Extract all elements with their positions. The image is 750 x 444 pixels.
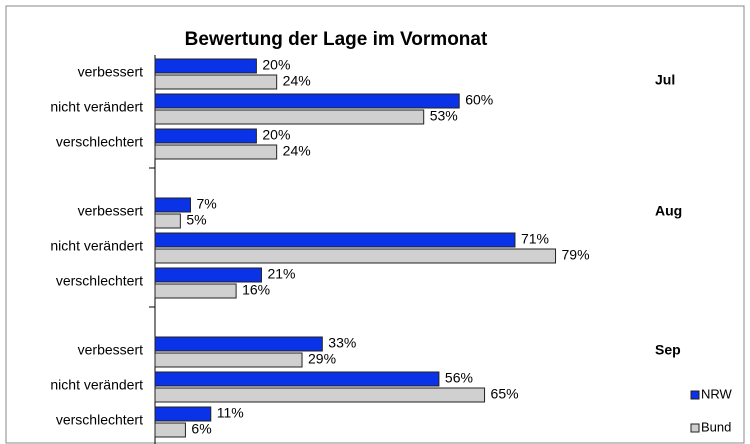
bar xyxy=(154,109,425,125)
value-label: 24% xyxy=(283,73,311,89)
value-label: 20% xyxy=(262,127,290,143)
legend-swatch xyxy=(690,390,700,400)
chart-title: Bewertung der Lage im Vormonat xyxy=(185,29,488,50)
value-label: 29% xyxy=(308,351,336,367)
bar xyxy=(154,74,278,90)
legend-label: NRW xyxy=(701,386,733,401)
value-label: 20% xyxy=(262,57,290,73)
category-label: verschlechtert xyxy=(56,412,143,428)
value-label: 5% xyxy=(186,212,206,228)
category-label: verschlechtert xyxy=(56,273,143,289)
value-label: 79% xyxy=(562,247,590,263)
value-label: 65% xyxy=(491,386,519,402)
value-label: 53% xyxy=(430,108,458,124)
value-label: 11% xyxy=(217,405,244,421)
bar xyxy=(154,213,181,229)
category-label: nicht verändert xyxy=(50,99,143,115)
bar xyxy=(154,336,323,352)
category-label: verbessert xyxy=(78,203,143,219)
legend-swatch xyxy=(690,423,700,433)
group-label: Sep xyxy=(655,342,681,358)
value-label: 7% xyxy=(196,196,216,212)
bar xyxy=(154,232,516,248)
bar xyxy=(154,406,212,422)
category-label: verbessert xyxy=(78,64,143,80)
value-label: 33% xyxy=(328,335,356,351)
value-label: 6% xyxy=(191,421,211,437)
bar xyxy=(154,371,440,387)
bar xyxy=(154,144,278,160)
category-label: nicht verändert xyxy=(50,377,143,393)
value-label: 16% xyxy=(242,282,270,298)
group-label: Jul xyxy=(655,72,675,88)
bar xyxy=(154,58,257,74)
bar xyxy=(154,422,186,438)
category-label: verbessert xyxy=(78,342,143,358)
value-label: 21% xyxy=(267,266,295,282)
legend-label: Bund xyxy=(701,419,731,434)
group-label: Aug xyxy=(655,203,682,219)
bar xyxy=(154,267,262,283)
value-label: 24% xyxy=(283,143,311,159)
frame xyxy=(5,5,745,444)
category-label: nicht verändert xyxy=(50,238,143,254)
bar xyxy=(154,352,303,368)
value-label: 56% xyxy=(445,370,473,386)
value-label: 60% xyxy=(465,92,493,108)
bar xyxy=(154,197,191,213)
bar xyxy=(154,387,486,403)
bar xyxy=(154,283,237,299)
category-label: verschlechtert xyxy=(56,134,143,150)
bar xyxy=(154,248,557,264)
bar xyxy=(154,128,257,144)
value-label: 71% xyxy=(521,231,549,247)
bar xyxy=(154,93,460,109)
